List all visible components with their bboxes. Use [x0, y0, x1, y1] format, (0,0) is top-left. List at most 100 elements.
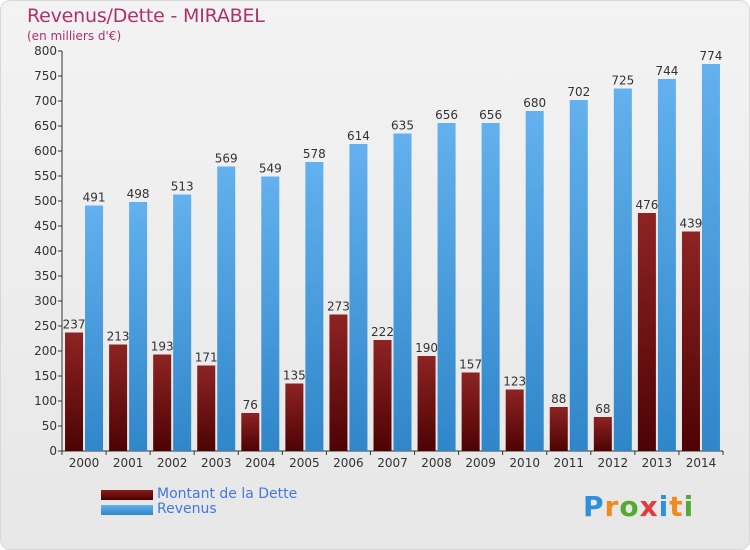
bar-revenus — [261, 176, 280, 451]
x-tick-label: 2005 — [289, 456, 320, 470]
data-label-dette: 171 — [195, 351, 218, 365]
y-tick-label: 250 — [34, 319, 57, 333]
x-tick-label: 2002 — [157, 456, 188, 470]
bar-revenus — [217, 166, 236, 451]
bar-revenus — [305, 162, 324, 451]
y-tick-label: 50 — [42, 419, 57, 433]
chart-title: Revenus/Dette - MIRABEL — [27, 5, 265, 27]
bar-dette — [109, 344, 128, 451]
bar-revenus — [85, 205, 104, 451]
x-tick-label: 2006 — [333, 456, 364, 470]
logo-letter: x — [639, 490, 659, 523]
legend: Montant de la Dette Revenus — [101, 487, 297, 517]
data-label-dette: 476 — [635, 198, 658, 212]
y-tick-label: 400 — [34, 244, 57, 258]
x-tick-label: 2003 — [201, 456, 232, 470]
bar-revenus — [657, 79, 676, 451]
logo-letter: i — [658, 490, 670, 523]
y-tick-label: 650 — [34, 119, 57, 133]
x-tick-label: 2011 — [553, 456, 584, 470]
data-label-revenus: 680 — [523, 96, 546, 110]
bar-dette — [285, 383, 304, 451]
bar-dette — [329, 314, 348, 451]
y-tick-label: 450 — [34, 219, 57, 233]
y-tick-label: 800 — [34, 44, 57, 58]
y-tick-label: 200 — [34, 344, 57, 358]
data-label-dette: 88 — [551, 392, 566, 406]
legend-item-dette: Montant de la Dette — [101, 487, 297, 502]
data-label-revenus: 549 — [259, 162, 282, 176]
legend-swatch-dette — [101, 489, 153, 500]
legend-label-dette: Montant de la Dette — [157, 486, 298, 502]
bar-dette — [593, 417, 612, 451]
y-tick-label: 550 — [34, 169, 57, 183]
bar-revenus — [701, 64, 720, 451]
data-label-revenus: 744 — [655, 64, 678, 78]
bar-revenus — [481, 123, 500, 451]
bar-dette — [417, 356, 436, 451]
bar-dette — [197, 365, 216, 451]
x-tick-label: 2004 — [245, 456, 276, 470]
logo-letter: t — [669, 490, 684, 523]
legend-item-revenus: Revenus — [101, 502, 297, 517]
data-label-revenus: 614 — [347, 129, 370, 143]
data-label-revenus: 656 — [435, 108, 458, 122]
logo-letter: i — [683, 490, 695, 523]
data-label-revenus: 774 — [700, 49, 723, 63]
data-label-dette: 76 — [243, 398, 258, 412]
logo-letter: r — [604, 490, 620, 523]
x-tick-label: 2013 — [642, 456, 673, 470]
bar-revenus — [437, 123, 456, 451]
data-label-revenus: 513 — [171, 180, 194, 194]
bar-dette — [65, 332, 84, 451]
data-label-revenus: 569 — [215, 152, 238, 166]
y-tick-label: 350 — [34, 269, 57, 283]
bar-dette — [505, 389, 524, 451]
data-label-revenus: 635 — [391, 119, 414, 133]
bar-dette — [549, 407, 568, 451]
logo-letter: o — [619, 490, 640, 523]
data-label-revenus: 491 — [83, 191, 106, 205]
data-label-revenus: 725 — [611, 74, 634, 88]
data-label-revenus: 656 — [479, 108, 502, 122]
bar-dette — [637, 213, 656, 451]
x-tick-label: 2014 — [686, 456, 717, 470]
data-label-dette: 68 — [595, 402, 610, 416]
y-tick-label: 500 — [34, 194, 57, 208]
y-tick-label: 150 — [34, 369, 57, 383]
y-tick-label: 700 — [34, 94, 57, 108]
data-label-dette: 193 — [151, 340, 174, 354]
x-tick-label: 2010 — [509, 456, 540, 470]
bar-revenus — [349, 144, 368, 451]
data-label-revenus: 498 — [127, 187, 150, 201]
y-tick-label: 750 — [34, 69, 57, 83]
data-label-revenus: 578 — [303, 147, 326, 161]
data-label-dette: 237 — [63, 318, 86, 332]
bar-revenus — [613, 88, 632, 451]
legend-swatch-revenus — [101, 504, 153, 515]
x-tick-label: 2008 — [421, 456, 452, 470]
bar-revenus — [569, 100, 588, 451]
x-tick-label: 2000 — [69, 456, 100, 470]
x-tick-label: 2001 — [113, 456, 144, 470]
bar-revenus — [393, 133, 412, 451]
bar-dette — [681, 231, 700, 451]
bar-dette — [461, 372, 480, 451]
y-tick-label: 600 — [34, 144, 57, 158]
proxiti-logo: Proxiti — [583, 490, 694, 523]
data-label-dette: 190 — [415, 341, 438, 355]
bar-revenus — [525, 111, 544, 451]
y-tick-label: 300 — [34, 294, 57, 308]
data-label-dette: 123 — [503, 375, 526, 389]
bar-dette — [153, 354, 172, 451]
data-label-dette: 213 — [107, 330, 130, 344]
y-tick-label: 0 — [49, 444, 57, 458]
chart-subtitle: (en milliers d'€) — [27, 29, 122, 43]
data-label-dette: 222 — [371, 325, 394, 339]
legend-label-revenus: Revenus — [157, 501, 217, 517]
x-tick-label: 2007 — [377, 456, 408, 470]
data-label-dette: 157 — [459, 358, 482, 372]
bar-dette — [373, 340, 392, 451]
